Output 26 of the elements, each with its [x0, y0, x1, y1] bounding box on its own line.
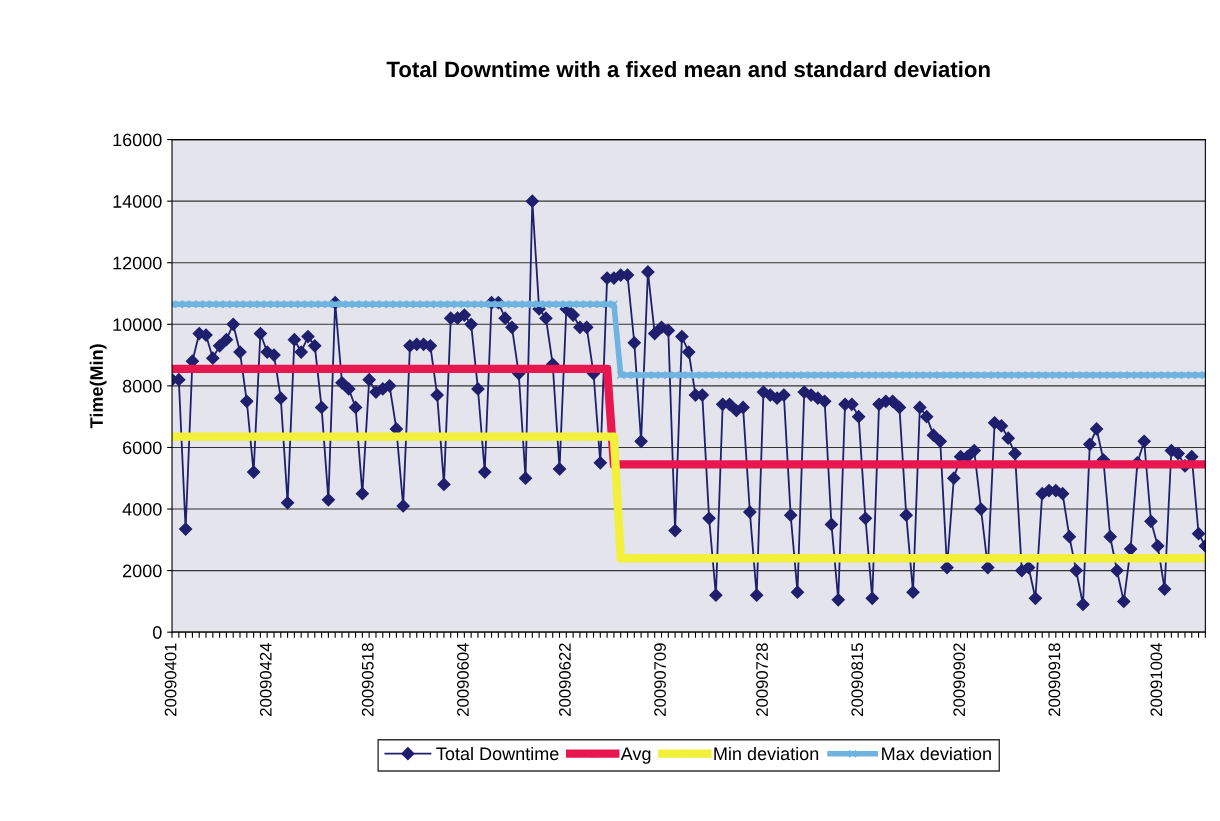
- x-tick-label: 20090518: [361, 643, 374, 716]
- y-tick-label: 8000: [122, 379, 162, 393]
- legend-label: Min deviation: [714, 746, 819, 761]
- y-tick-label: 4000: [122, 502, 162, 516]
- y-tick-label: 14000: [113, 195, 162, 208]
- chart-title: Total Downtime with a fixed mean and standard deviation: [386, 60, 990, 78]
- y-tick-label: 6000: [123, 441, 162, 455]
- y-axis-title: Time(Min): [89, 344, 107, 429]
- y-tick-label: 10000: [113, 318, 162, 332]
- y-tick-label: 16000: [113, 133, 162, 147]
- x-tick-label: 20090424: [259, 643, 272, 716]
- x-tick-label: 20090709: [654, 643, 666, 716]
- x-tick-label: 20090622: [558, 643, 571, 716]
- x-tick-label: 20090815: [851, 643, 864, 716]
- x-tick-label: 20090902: [953, 643, 966, 716]
- x-tick-label: 20090604: [457, 643, 469, 716]
- y-tick-label: 2000: [123, 564, 162, 578]
- x-tick-label: 20090401: [164, 643, 177, 716]
- legend-label: Avg: [620, 747, 651, 764]
- x-tick-label: 20090918: [1048, 643, 1061, 716]
- legend-label: Max deviation: [882, 746, 991, 761]
- y-tick-label: 0: [152, 626, 162, 639]
- x-tick-label: 20090728: [756, 643, 768, 716]
- legend-label: Total Downtime: [436, 746, 559, 761]
- x-tick-label: 20091004: [1150, 643, 1163, 716]
- y-tick-label: 12000: [113, 256, 162, 270]
